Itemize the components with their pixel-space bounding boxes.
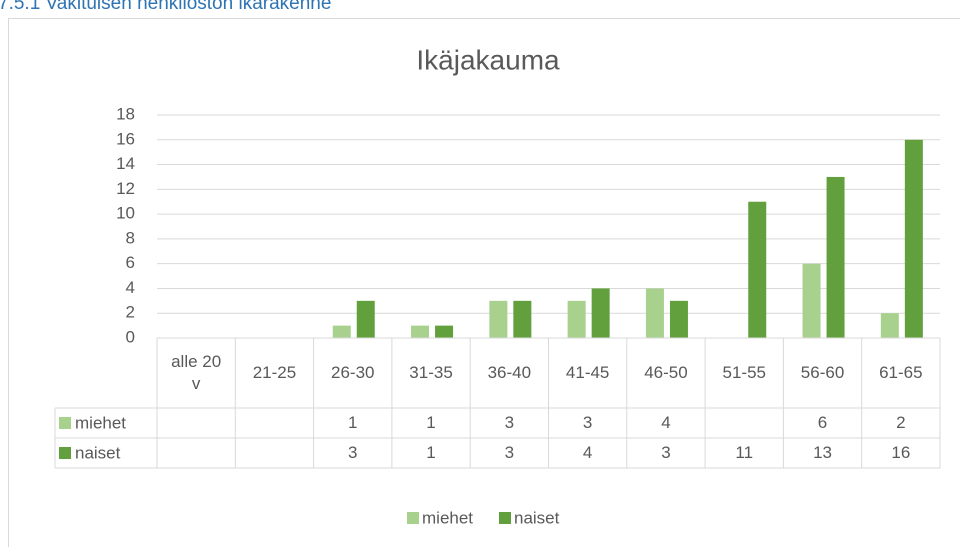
table-category-box: 31-35: [392, 338, 470, 408]
table-category-box: 61-65: [862, 338, 940, 408]
table-value-box: 4: [627, 408, 705, 438]
table-value-box: 3: [627, 438, 705, 468]
table-value: 6: [783, 408, 861, 438]
table-value: 3: [549, 408, 627, 438]
table-legend-key: [59, 447, 71, 459]
table-category-box: 36-40: [470, 338, 548, 408]
table-category: 41-45: [549, 338, 627, 408]
table-category-box: 56-60: [783, 338, 861, 408]
table-value: 11: [705, 438, 783, 468]
table-value-box: 13: [783, 438, 861, 468]
table-value-box: 3: [470, 408, 548, 438]
bar: [513, 301, 531, 338]
table-value-box: 3: [549, 408, 627, 438]
bar: [333, 326, 351, 338]
y-tick-label: 10: [116, 204, 135, 223]
y-tick-label: 2: [126, 303, 135, 322]
bar: [568, 301, 586, 338]
table-value-box: 1: [392, 408, 470, 438]
y-tick-label: 8: [126, 228, 135, 247]
table-category: 51-55: [705, 338, 783, 408]
bar: [357, 301, 375, 338]
table-category-box: 46-50: [627, 338, 705, 408]
table-series-name: miehet: [75, 413, 126, 432]
table-value: 3: [470, 438, 548, 468]
table-category-box: 51-55: [705, 338, 783, 408]
section-heading: 7.5.1 Vakituisen henkilöstön ikärakenne: [0, 0, 331, 14]
bar: [646, 288, 664, 338]
y-tick-label: 12: [116, 179, 135, 198]
table-value: 16: [862, 438, 940, 468]
table-value: 1: [314, 408, 392, 438]
table-series-name: naiset: [75, 443, 121, 462]
table-category: 31-35: [392, 338, 470, 408]
legend-key: [407, 512, 419, 524]
bar: [905, 140, 923, 338]
table-category-box: 41-45: [549, 338, 627, 408]
bar: [411, 326, 429, 338]
y-tick-label: 0: [126, 327, 135, 346]
table-category-box: alle 20 v: [157, 338, 235, 408]
y-tick-label: 14: [116, 154, 135, 173]
table-value-box: 4: [549, 438, 627, 468]
bar: [748, 202, 766, 338]
table-value-box: 3: [314, 438, 392, 468]
y-tick-label: 16: [116, 129, 135, 148]
bar: [827, 177, 845, 338]
table-category: 56-60: [783, 338, 861, 408]
table-value-box: 3: [470, 438, 548, 468]
chart-title: Ikäjakauma: [416, 44, 560, 75]
y-tick-label: 18: [116, 104, 135, 123]
table-category-box: 21-25: [235, 338, 313, 408]
table-category: 26-30: [314, 338, 392, 408]
table-value: 2: [862, 408, 940, 438]
table-value: 13: [783, 438, 861, 468]
bar: [803, 264, 821, 338]
table-value-box: 1: [392, 438, 470, 468]
table-value-box: 16: [862, 438, 940, 468]
table-value: 4: [549, 438, 627, 468]
y-tick-label: 6: [126, 253, 135, 272]
table-value: 3: [470, 408, 548, 438]
table-category: alle 20 v: [157, 338, 235, 408]
bar: [881, 313, 899, 338]
table-value-box: 1: [314, 408, 392, 438]
bar: [592, 288, 610, 338]
table-value: 1: [392, 408, 470, 438]
table-category-box: 26-30: [314, 338, 392, 408]
table-value-box: 2: [862, 408, 940, 438]
table-category: 36-40: [470, 338, 548, 408]
legend-label: miehet: [422, 508, 473, 527]
table-category: 61-65: [862, 338, 940, 408]
legend-key: [499, 512, 511, 524]
table-value: 3: [314, 438, 392, 468]
bar: [489, 301, 507, 338]
legend-label: naiset: [514, 508, 560, 527]
table-legend-key: [59, 417, 71, 429]
y-tick-label: 4: [126, 278, 135, 297]
bar: [435, 326, 453, 338]
table-value-box: 11: [705, 438, 783, 468]
table-value: 1: [392, 438, 470, 468]
table-value: 4: [627, 408, 705, 438]
bar: [670, 301, 688, 338]
table-value: 3: [627, 438, 705, 468]
table-category: 46-50: [627, 338, 705, 408]
table-value-box: 6: [783, 408, 861, 438]
table-category: 21-25: [235, 338, 313, 408]
